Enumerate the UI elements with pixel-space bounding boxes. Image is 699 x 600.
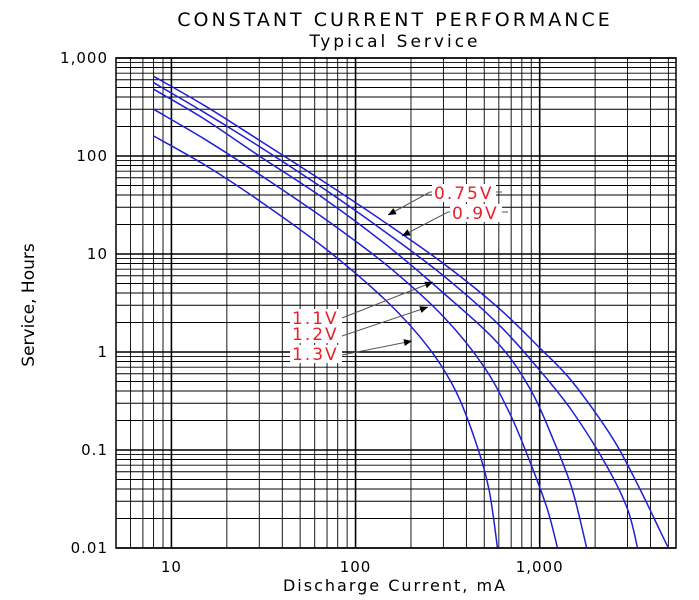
y-tick-label: 0.01 xyxy=(71,539,108,557)
series-line-0_9V xyxy=(153,82,639,549)
chart-title: CONSTANT CURRENT PERFORMANCE xyxy=(177,9,613,31)
x-tick-label: 10 xyxy=(161,558,182,576)
annotation-arrow xyxy=(388,208,397,215)
annotation-leader xyxy=(341,340,413,356)
annotation-label-bg xyxy=(290,345,342,363)
plot-frame xyxy=(115,57,677,549)
tick-labels: 10 100 1,000 0.01 0.1 1 10 100 1,000 xyxy=(60,49,564,576)
x-tick-label: 1,000 xyxy=(516,558,564,576)
annotation-arrow xyxy=(403,339,412,346)
series-line-1_1V xyxy=(153,88,588,549)
y-tick-label: 10 xyxy=(87,245,108,263)
annotation-label-bg xyxy=(432,184,496,202)
y-tick-label: 0.1 xyxy=(81,441,108,459)
annotation-label-bg xyxy=(450,204,502,222)
y-tick-label: 100 xyxy=(76,147,108,165)
series-line-0_75V xyxy=(153,75,670,549)
annotation-label-bg xyxy=(290,325,342,343)
x-tick-label: 100 xyxy=(340,558,372,576)
annotation-label-bg xyxy=(290,309,342,327)
grid xyxy=(115,57,676,549)
series-lines xyxy=(153,75,670,549)
series-label-0_9V: 0.9V xyxy=(452,204,499,224)
y-tick-label: 1 xyxy=(97,343,108,361)
series-label-1_3V: 1.3V xyxy=(292,345,339,365)
series-label-0_75V: 0.75V xyxy=(434,184,493,204)
series-label-1_1V: 1.1V xyxy=(292,309,339,329)
annotation-leader xyxy=(341,306,429,337)
series-label-1_2V: 1.2V xyxy=(292,325,339,345)
y-tick-label: 1,000 xyxy=(60,49,108,67)
chart-subtitle: Typical Service xyxy=(308,32,480,52)
annotation-arrow xyxy=(402,229,411,236)
y-axis-label: Service, Hours xyxy=(19,243,39,367)
annotation-arrow xyxy=(419,306,428,313)
annotation-leader xyxy=(341,281,434,319)
annotation-arrow xyxy=(424,281,433,289)
x-axis-label: Discharge Current, mA xyxy=(283,576,507,595)
series-line-1_2V xyxy=(153,108,559,549)
series-line-1_3V xyxy=(153,135,499,549)
